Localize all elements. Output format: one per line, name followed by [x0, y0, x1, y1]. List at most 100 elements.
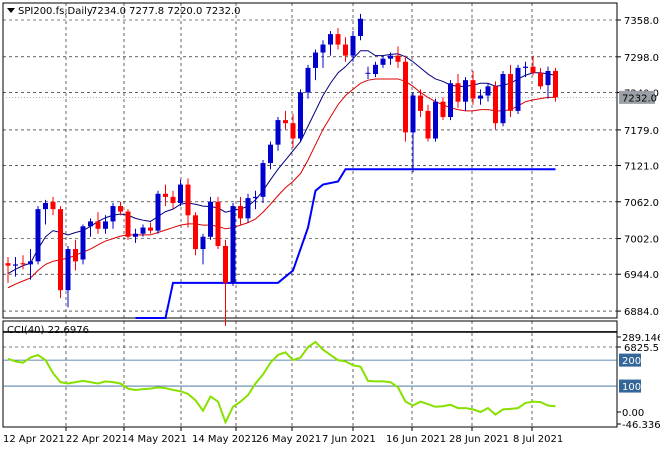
candle-body: [410, 95, 416, 133]
candle: [530, 55, 536, 76]
candle: [395, 46, 401, 68]
candle-body: [215, 201, 221, 246]
candle: [125, 209, 131, 240]
candle-body: [305, 67, 311, 93]
time-tick-label: 12 Apr 2021: [3, 434, 65, 445]
candle: [313, 49, 318, 81]
candle: [448, 80, 453, 121]
cci-line: [7, 340, 556, 425]
cci-level-marker: [619, 379, 641, 393]
current-price-label: 7232.0: [622, 93, 657, 104]
time-axis: 12 Apr 2021 22 Apr 2021 4 May 2021 14 May 2…: [3, 427, 563, 445]
candle-body: [403, 61, 408, 133]
candle-body: [350, 35, 356, 56]
cci-axis: 289.1468 200 100 0.00-46.336: [617, 333, 660, 431]
chart-ohlc: 7234.0 7277.8 7220.0 7232.0: [91, 6, 241, 17]
chart-symbol: SPI200.fs,Daily: [18, 6, 93, 17]
candle-body: [448, 83, 453, 118]
time-tick-label: 22 Apr 2021: [66, 434, 128, 445]
candle-body: [388, 55, 393, 59]
candle: [73, 239, 78, 271]
candle-body: [545, 70, 551, 86]
candle: [253, 190, 258, 210]
candle: [320, 40, 326, 68]
candle: [478, 89, 483, 105]
support-line: [135, 168, 556, 319]
candle-body: [515, 67, 521, 111]
candle: [35, 206, 41, 265]
candle-body: [110, 206, 116, 222]
candle: [65, 245, 71, 308]
candle-body: [365, 72, 371, 74]
time-tick-label: 8 Jul 2021: [513, 434, 563, 445]
candle-body: [230, 206, 236, 283]
candle-body: [80, 226, 86, 260]
candle-body: [275, 120, 281, 145]
cci-tick-label: -46.336: [622, 420, 660, 431]
candle-body: [28, 261, 33, 265]
candle-body: [508, 74, 513, 111]
candle-body: [95, 221, 101, 229]
candle: [553, 67, 558, 102]
candle-body: [43, 202, 48, 210]
candle: [275, 117, 281, 151]
candle: [80, 224, 86, 265]
candle-body: [245, 198, 251, 219]
candle-body: [523, 66, 528, 68]
support-line-layer: [135, 168, 556, 319]
candle-body: [470, 80, 476, 99]
candle: [410, 92, 416, 173]
candle: [95, 212, 101, 234]
candle: [335, 27, 341, 50]
dropdown-triangle-icon[interactable]: [7, 8, 15, 13]
candle: [538, 67, 543, 90]
cci-tick-label: 100: [622, 382, 641, 393]
candle-body: [13, 264, 18, 266]
horizontal-level-layer: [3, 96, 617, 333]
price-tick-label: 6825.5: [624, 343, 659, 354]
candle: [268, 141, 273, 170]
candle-body: [530, 66, 536, 73]
time-tick-label: 28 Jun 2021: [449, 434, 509, 445]
candle: [328, 31, 333, 56]
candle-body: [58, 209, 63, 291]
candle-body: [35, 209, 41, 262]
candle: [343, 37, 348, 62]
candle: [103, 215, 108, 234]
candle: [290, 113, 296, 148]
candle: [170, 190, 176, 210]
candle-body: [328, 34, 333, 45]
candle-body: [485, 86, 491, 96]
candle: [545, 66, 551, 99]
cci-line-layer: [7, 340, 556, 425]
candle: [223, 239, 228, 326]
slow-moving-average-line: [7, 78, 556, 289]
candle-body: [178, 184, 183, 203]
candle: [245, 193, 251, 223]
candle-body: [395, 55, 401, 62]
price-tick-label: 7002.0: [624, 235, 659, 246]
grid-layer: [3, 3, 617, 427]
candle: [433, 98, 438, 142]
candle-body: [463, 80, 468, 102]
candle: [523, 61, 528, 78]
candle: [493, 81, 498, 130]
candle: [185, 178, 191, 228]
candle-body: [103, 221, 108, 229]
cci-level-marker: [619, 353, 641, 367]
candle: [20, 255, 26, 270]
candle-body: [298, 92, 303, 139]
candle-body: [238, 206, 243, 219]
candle-body: [553, 70, 558, 98]
time-tick-label: 16 Jun 2021: [386, 434, 446, 445]
candle: [500, 70, 506, 127]
candle: [380, 55, 386, 68]
candle: [350, 31, 356, 62]
candle-body: [343, 44, 348, 56]
candle-body: [425, 110, 431, 139]
candle-body: [433, 101, 438, 139]
candle-body: [193, 215, 198, 250]
candle: [440, 97, 446, 121]
